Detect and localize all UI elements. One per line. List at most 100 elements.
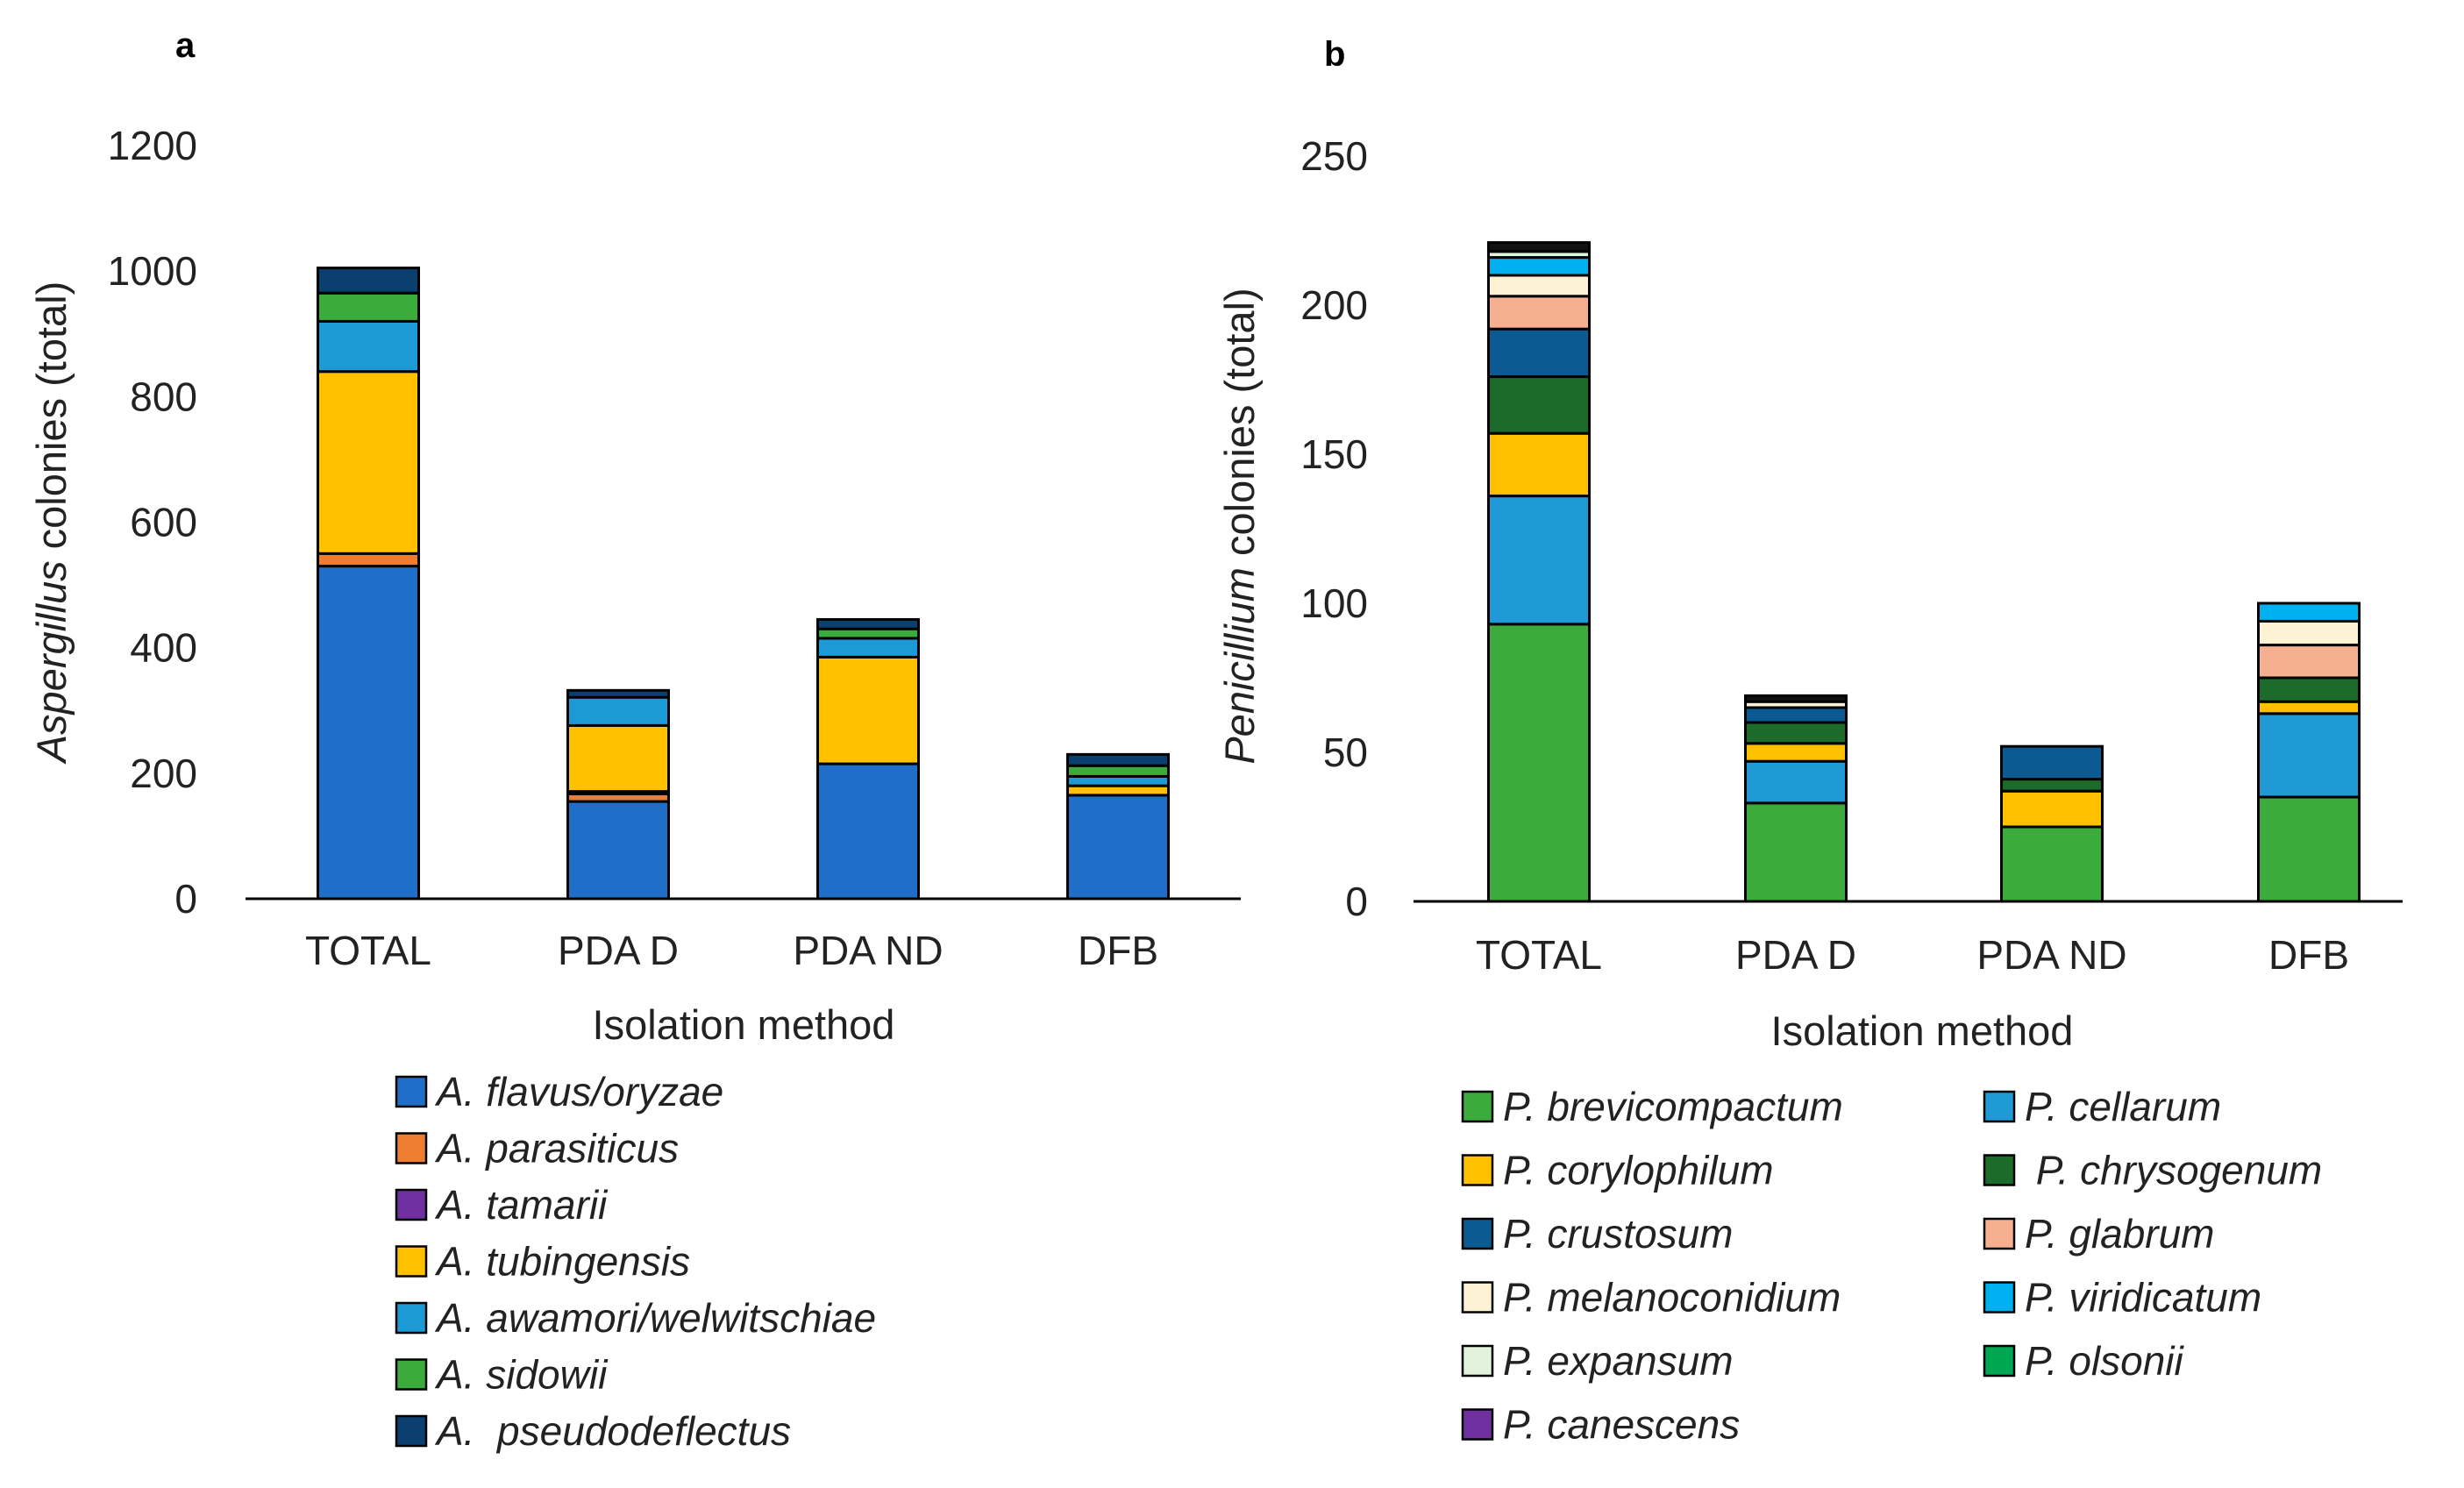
bar-segment-b	[1487, 274, 1591, 298]
legend-swatch-a	[395, 1301, 428, 1335]
legend-label-a: A. parasiticus	[434, 1126, 679, 1171]
legend-label-a: A. awamori/welwitschiae	[434, 1295, 876, 1341]
legend-label-b: P. viridicatum	[2025, 1275, 2261, 1321]
x-tick-label-a: TOTAL	[305, 928, 431, 973]
legend-swatch-a	[395, 1414, 428, 1448]
y-tick-label-b: 0	[1345, 879, 1368, 924]
legend-swatch-a	[395, 1358, 428, 1391]
bar-segment-b	[2000, 789, 2104, 829]
legend-label-b: P. olsonii	[2025, 1338, 2185, 1384]
bar-segment-b	[2257, 795, 2361, 903]
bar-segment-b	[2257, 676, 2361, 703]
bar-segment-b	[2257, 619, 2361, 647]
y-axis-title-rest: colonies (total)	[1216, 288, 1263, 567]
legend-swatch-a	[395, 1132, 428, 1164]
bar-segment-b	[1744, 706, 1848, 724]
legend-swatch-b	[1983, 1281, 2016, 1314]
y-axis-title-b: Penicillium colonies (total)	[1216, 288, 1263, 764]
legend-label-b: P. corylophilum	[1503, 1148, 1774, 1193]
bar-segment-b	[1744, 801, 1848, 903]
x-tick-label-a: PDA ND	[793, 928, 943, 973]
bar-segment-b	[1487, 495, 1591, 626]
bar-segment-a	[317, 565, 420, 901]
panel-label-b: b	[1324, 35, 1346, 74]
bar-segment-a	[816, 655, 920, 765]
y-tick-label-a: 400	[130, 625, 197, 671]
legend-label-b: P. expansum	[1503, 1338, 1734, 1384]
bar-segment-b	[1487, 431, 1591, 498]
legend-swatch-b	[1461, 1344, 1494, 1378]
y-axis-title-genus: Penicillium	[1216, 567, 1263, 765]
y-tick-label-a: 1200	[108, 123, 197, 168]
legend-swatch-b	[1983, 1154, 2016, 1186]
x-tick-label-b: DFB	[2268, 932, 2349, 978]
x-tick-label-b: PDA D	[1735, 932, 1856, 978]
bar-segment-a	[317, 291, 420, 323]
y-tick-label-b: 250	[1300, 133, 1368, 179]
y-tick-label-b: 150	[1300, 431, 1368, 477]
bar-segment-a	[816, 617, 920, 630]
bar-segment-a	[1066, 784, 1170, 797]
legend-swatch-a	[395, 1188, 428, 1221]
legend-label-b: P. crustosum	[1503, 1211, 1733, 1257]
legend-swatch-b	[1461, 1154, 1494, 1186]
y-tick-label-b: 50	[1323, 730, 1368, 775]
x-tick-label-a: PDA D	[558, 928, 679, 973]
legend-swatch-b	[1461, 1281, 1494, 1314]
legend-swatch-b	[1461, 1408, 1494, 1441]
bar-segment-b	[1487, 241, 1591, 253]
panel-label-a: a	[175, 26, 196, 65]
bar-segment-b	[2000, 825, 2104, 903]
y-tick-label-b: 100	[1300, 580, 1368, 626]
bar-segment-a	[816, 627, 920, 640]
bar-segment-b	[1487, 327, 1591, 379]
bar-segment-a	[1066, 774, 1170, 787]
legend-swatch-a	[395, 1075, 428, 1108]
legend-swatch-b	[1983, 1090, 2016, 1123]
legend-swatch-b	[1983, 1217, 2016, 1250]
legend-label-b: P. brevicompactum	[1503, 1084, 1843, 1129]
bar-segment-b	[1487, 295, 1591, 331]
bar-segment-b	[1744, 721, 1848, 745]
bar-segment-b	[2000, 778, 2104, 793]
legend-swatch-b	[1461, 1090, 1494, 1123]
bar-segment-a	[1066, 752, 1170, 767]
legend-label-a: A. tamarii	[434, 1182, 609, 1228]
y-tick-label-a: 800	[130, 374, 197, 419]
bar-segment-b	[1487, 375, 1591, 435]
bar-segment-a	[317, 319, 420, 374]
legend-swatch-b	[1461, 1217, 1494, 1250]
y-axis-title-genus: Aspergillus	[28, 560, 75, 765]
bar-segment-a	[1066, 764, 1170, 778]
legend-label-b: P. canescens	[1503, 1402, 1740, 1448]
y-tick-label-b: 200	[1300, 282, 1368, 328]
x-tick-label-b: TOTAL	[1476, 932, 1602, 978]
legend-label-a: A. pseudodeflectus	[434, 1408, 791, 1454]
bar-segment-a	[816, 762, 920, 901]
bar-segment-b	[1487, 623, 1591, 903]
bar-segment-b	[1744, 742, 1848, 763]
bar-segment-b	[1744, 759, 1848, 805]
legend-label-a: A. tubingensis	[434, 1239, 690, 1285]
bar-segment-b	[2257, 700, 2361, 716]
y-tick-label-a: 0	[174, 876, 197, 922]
legend-label-b: P. cellarum	[2025, 1084, 2221, 1129]
bar-segment-b	[1744, 694, 1848, 703]
bar-segment-a	[816, 637, 920, 659]
x-tick-label-a: DFB	[1078, 928, 1158, 973]
bar-segment-b	[2257, 644, 2361, 680]
y-tick-label-a: 200	[130, 751, 197, 796]
bar-segment-a	[317, 370, 420, 555]
x-axis-title-a: Isolation method	[593, 1001, 895, 1048]
bar-segment-b	[1487, 256, 1591, 277]
legend-swatch-b	[1983, 1344, 2016, 1378]
y-tick-label-a: 600	[130, 500, 197, 545]
bar-segment-a	[1066, 794, 1170, 901]
bar-segment-a	[566, 688, 670, 699]
y-axis-title-rest: colonies (total)	[28, 281, 75, 561]
legend-label-a: A. sidowii	[434, 1352, 609, 1398]
bar-segment-b	[2257, 602, 2361, 623]
x-axis-title-b: Isolation method	[1771, 1007, 2074, 1054]
legend-label-b: P. melanoconidium	[1503, 1275, 1841, 1321]
